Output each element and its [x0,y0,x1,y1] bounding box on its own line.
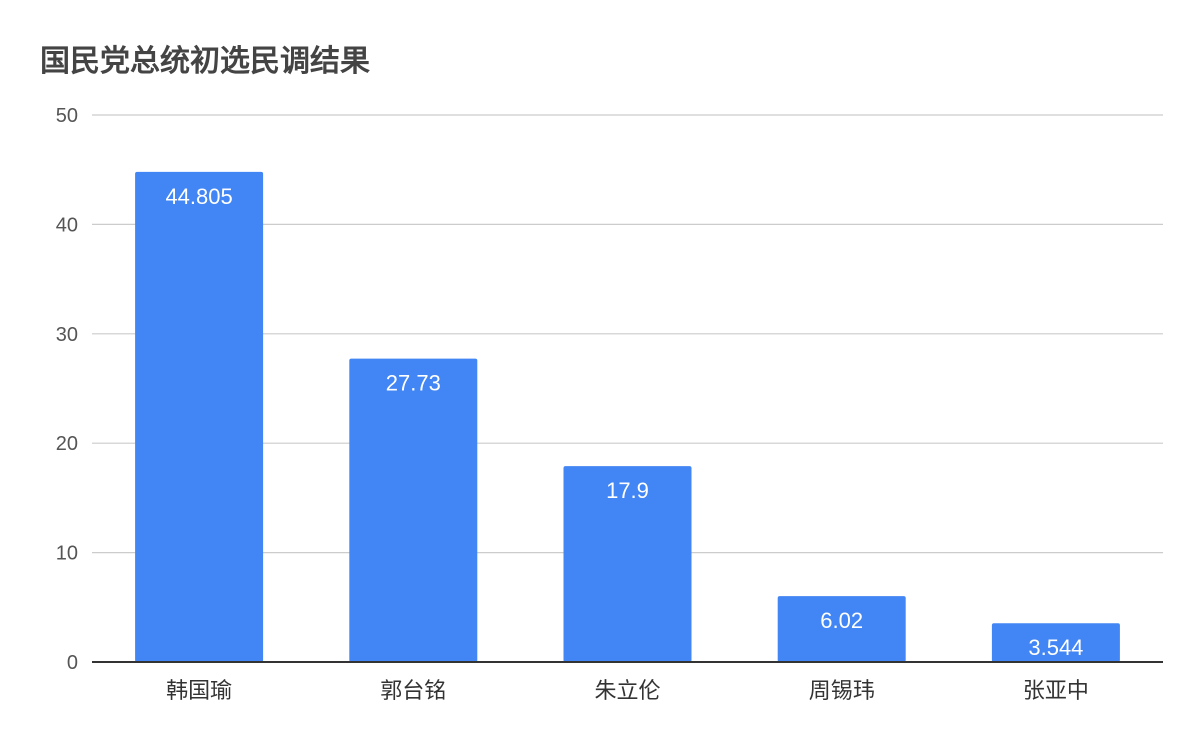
y-tick-label: 0 [67,652,78,674]
x-category-label: 周锡玮 [809,679,875,704]
chart-title: 国民党总统初选民调结果 [40,44,370,79]
x-category-label: 韩国瑜 [166,679,232,704]
bar [777,596,906,662]
x-category-label: 张亚中 [1023,679,1089,704]
y-tick-label: 50 [56,105,78,127]
y-tick-label: 40 [56,214,78,236]
bar [349,358,478,662]
bar-value-label: 44.805 [165,184,232,209]
bar-value-label: 17.9 [606,478,649,503]
bar-value-label: 27.73 [386,371,441,396]
bar-value-label: 6.02 [820,608,863,633]
bar [991,623,1120,662]
y-tick-label: 20 [56,433,78,455]
bar [135,171,264,662]
bar-value-label: 3.544 [1028,635,1083,660]
y-tick-label: 30 [56,324,78,346]
x-category-label: 郭台铭 [380,679,446,704]
y-tick-label: 10 [56,543,78,565]
bar [563,466,692,662]
x-category-label: 朱立伦 [594,679,660,704]
